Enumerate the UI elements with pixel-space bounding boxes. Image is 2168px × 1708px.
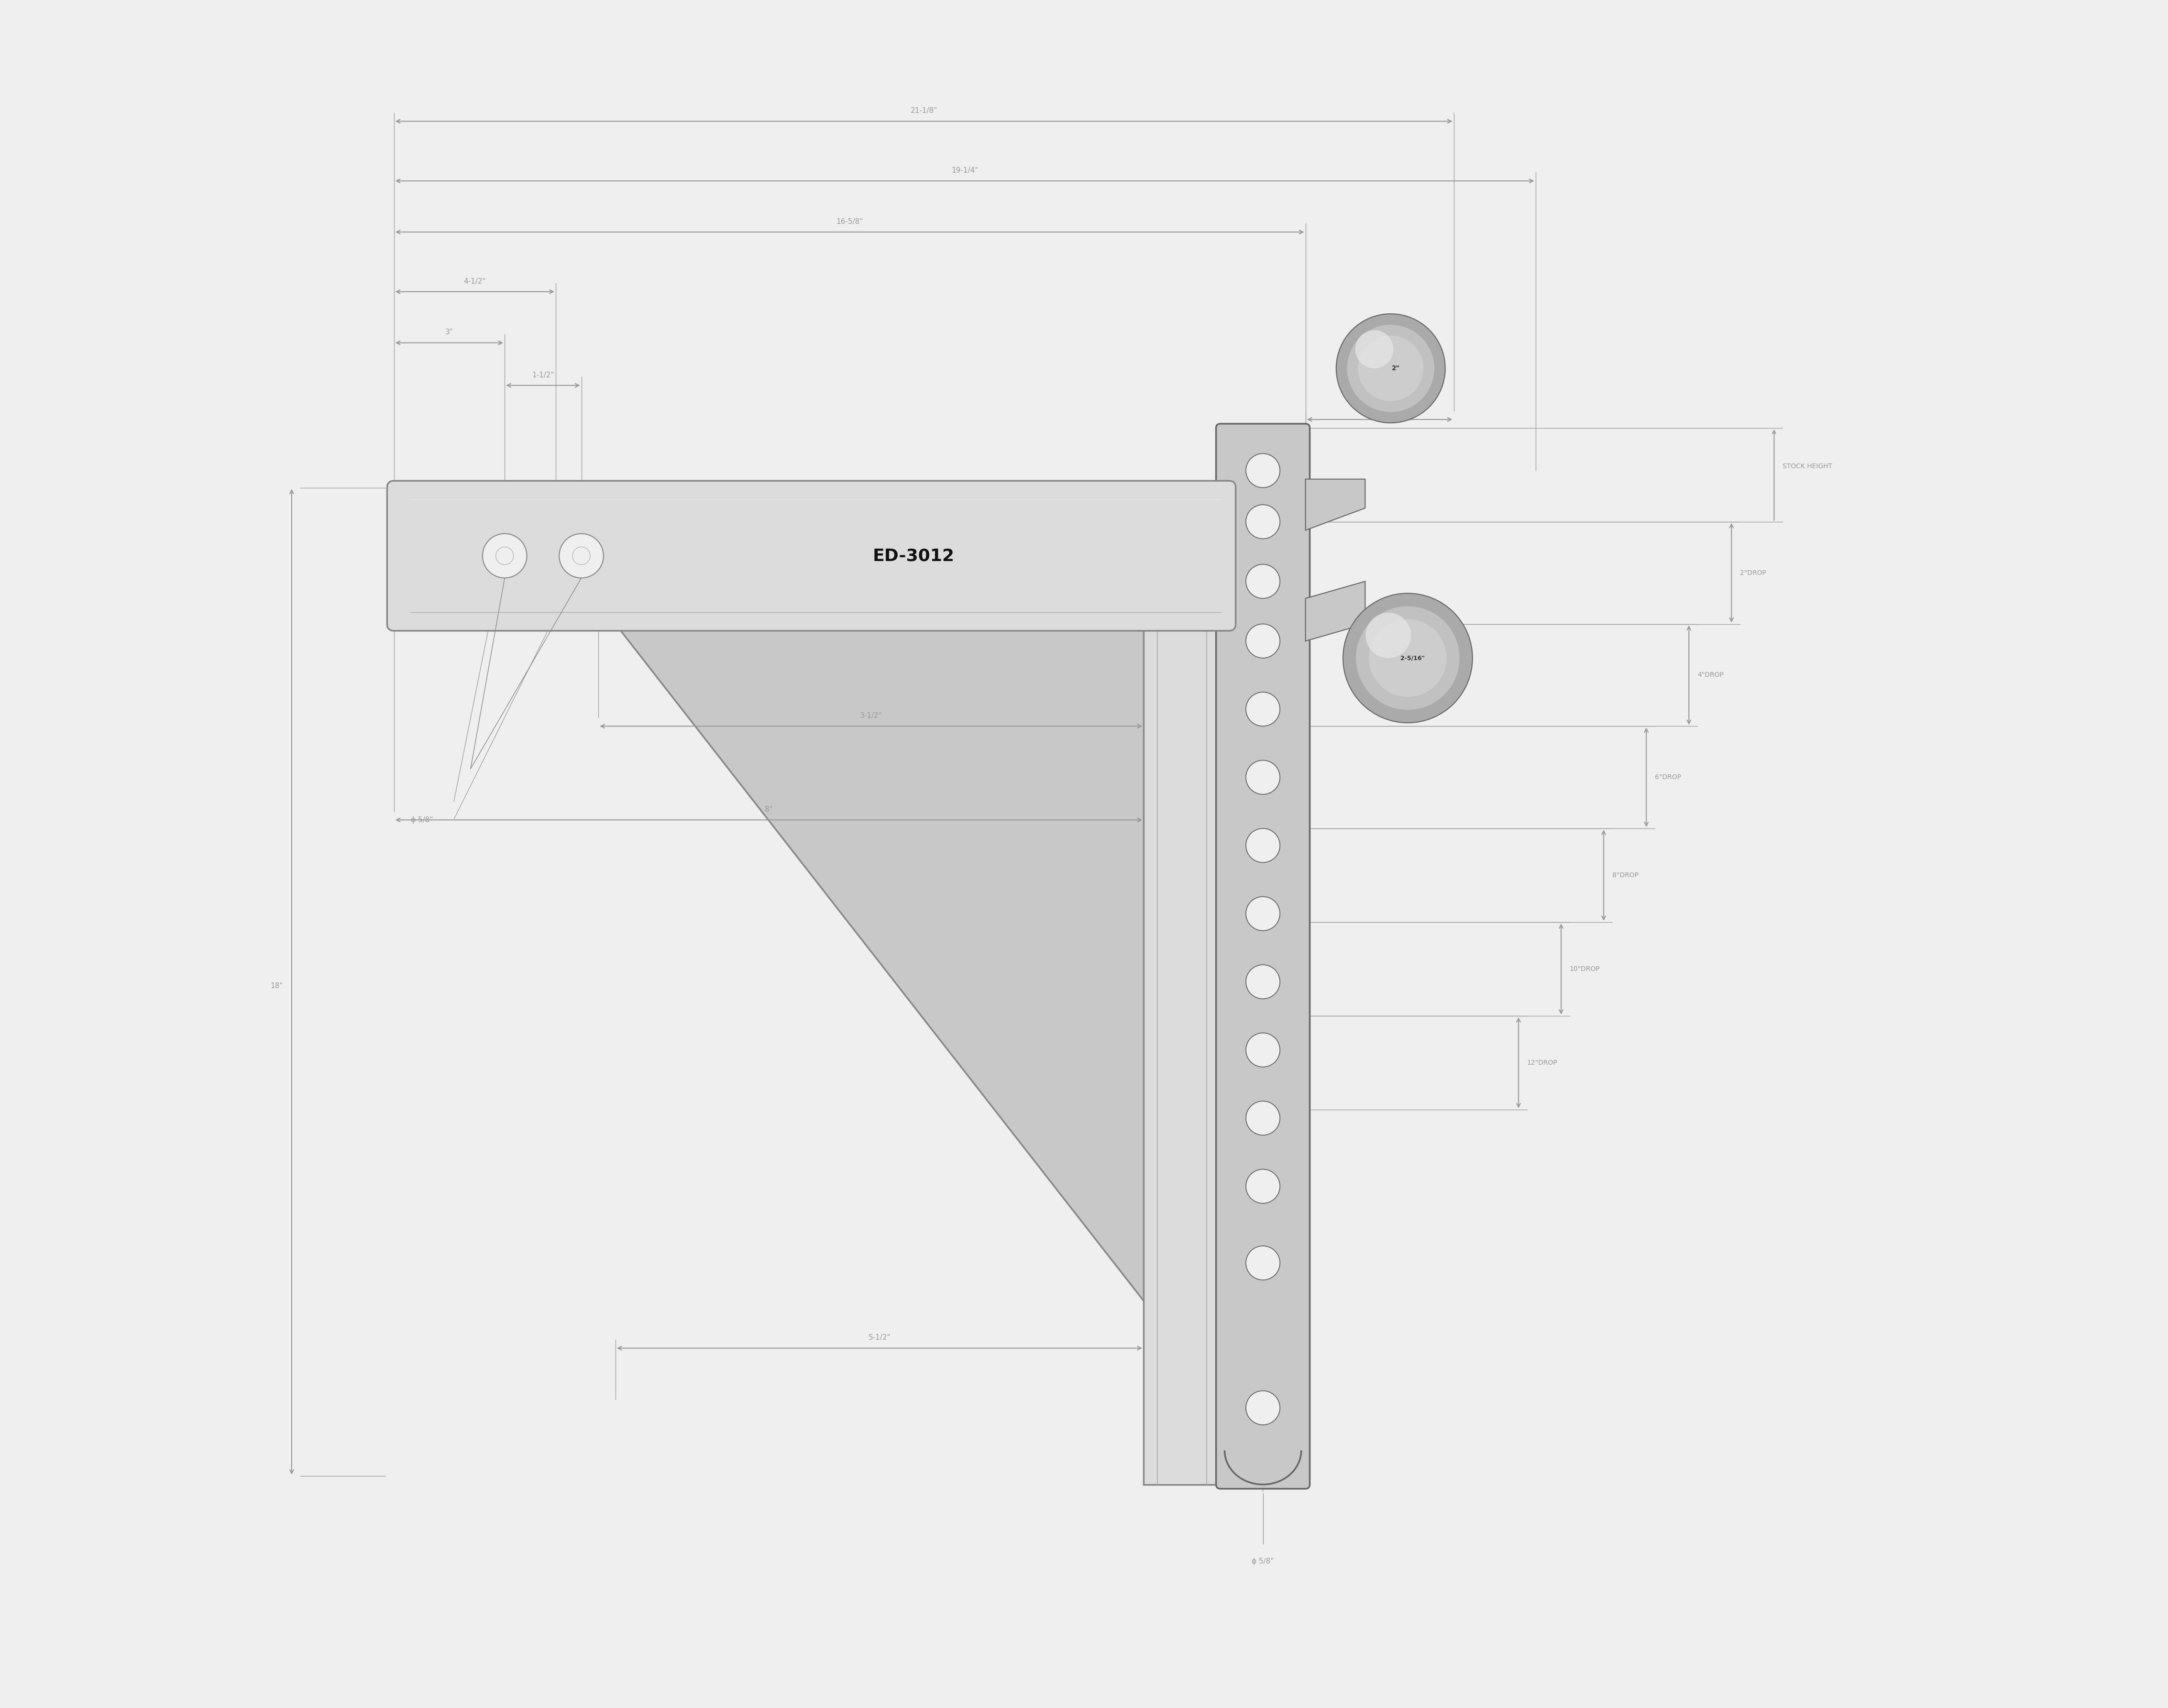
Text: 2-1/2": 2-1/2" xyxy=(1368,405,1392,413)
Circle shape xyxy=(1342,593,1472,722)
FancyBboxPatch shape xyxy=(1216,424,1309,1489)
Text: 16-5/8": 16-5/8" xyxy=(837,219,863,225)
Text: 3-1/2": 3-1/2" xyxy=(861,712,882,719)
Text: ϕ 5/8": ϕ 5/8" xyxy=(412,816,434,823)
Circle shape xyxy=(1247,1033,1279,1068)
Circle shape xyxy=(1247,965,1279,999)
Circle shape xyxy=(1247,1170,1279,1204)
Polygon shape xyxy=(616,623,1221,1399)
Circle shape xyxy=(1247,1245,1279,1279)
Circle shape xyxy=(1247,623,1279,658)
Text: 3": 3" xyxy=(444,330,453,336)
Circle shape xyxy=(1355,606,1459,711)
Circle shape xyxy=(1355,330,1394,369)
Circle shape xyxy=(496,547,514,565)
Circle shape xyxy=(1247,564,1279,598)
Circle shape xyxy=(1247,897,1279,931)
FancyBboxPatch shape xyxy=(388,482,1236,630)
Circle shape xyxy=(1247,454,1279,488)
Circle shape xyxy=(1247,760,1279,794)
Polygon shape xyxy=(1305,581,1366,640)
Text: STOCK HEIGHT: STOCK HEIGHT xyxy=(1782,463,1832,470)
Text: 8"DROP: 8"DROP xyxy=(1613,873,1639,878)
Circle shape xyxy=(1346,325,1435,412)
Text: 2"DROP: 2"DROP xyxy=(1741,569,1767,576)
Text: ED-3012: ED-3012 xyxy=(874,548,954,564)
Circle shape xyxy=(1335,314,1446,424)
Text: 4"DROP: 4"DROP xyxy=(1698,671,1724,678)
Text: 6"DROP: 6"DROP xyxy=(1654,774,1680,781)
Circle shape xyxy=(1247,828,1279,863)
Text: 2": 2" xyxy=(1392,366,1401,372)
Circle shape xyxy=(1247,1390,1279,1424)
Text: 4-1/2": 4-1/2" xyxy=(464,278,486,285)
Polygon shape xyxy=(1305,480,1366,529)
Circle shape xyxy=(483,533,527,577)
Circle shape xyxy=(1368,620,1446,697)
Text: 8": 8" xyxy=(765,806,772,813)
Text: ϕ 5/8": ϕ 5/8" xyxy=(1251,1558,1275,1565)
Text: 1-1/2": 1-1/2" xyxy=(531,371,555,379)
Circle shape xyxy=(1357,336,1424,401)
Text: 2-5/16": 2-5/16" xyxy=(1401,654,1424,661)
Bar xyxy=(1145,623,1221,1484)
Text: 18": 18" xyxy=(271,982,284,989)
Text: 21-1/8": 21-1/8" xyxy=(911,108,937,114)
Text: 10"DROP: 10"DROP xyxy=(1570,965,1600,972)
Circle shape xyxy=(1366,613,1411,658)
Circle shape xyxy=(559,533,603,577)
Text: 19-1/4": 19-1/4" xyxy=(952,167,978,174)
Text: 12"DROP: 12"DROP xyxy=(1526,1059,1557,1066)
Text: 5-1/2": 5-1/2" xyxy=(869,1334,891,1341)
Circle shape xyxy=(1247,504,1279,538)
Circle shape xyxy=(1247,1102,1279,1136)
Circle shape xyxy=(572,547,590,565)
Circle shape xyxy=(1247,692,1279,726)
